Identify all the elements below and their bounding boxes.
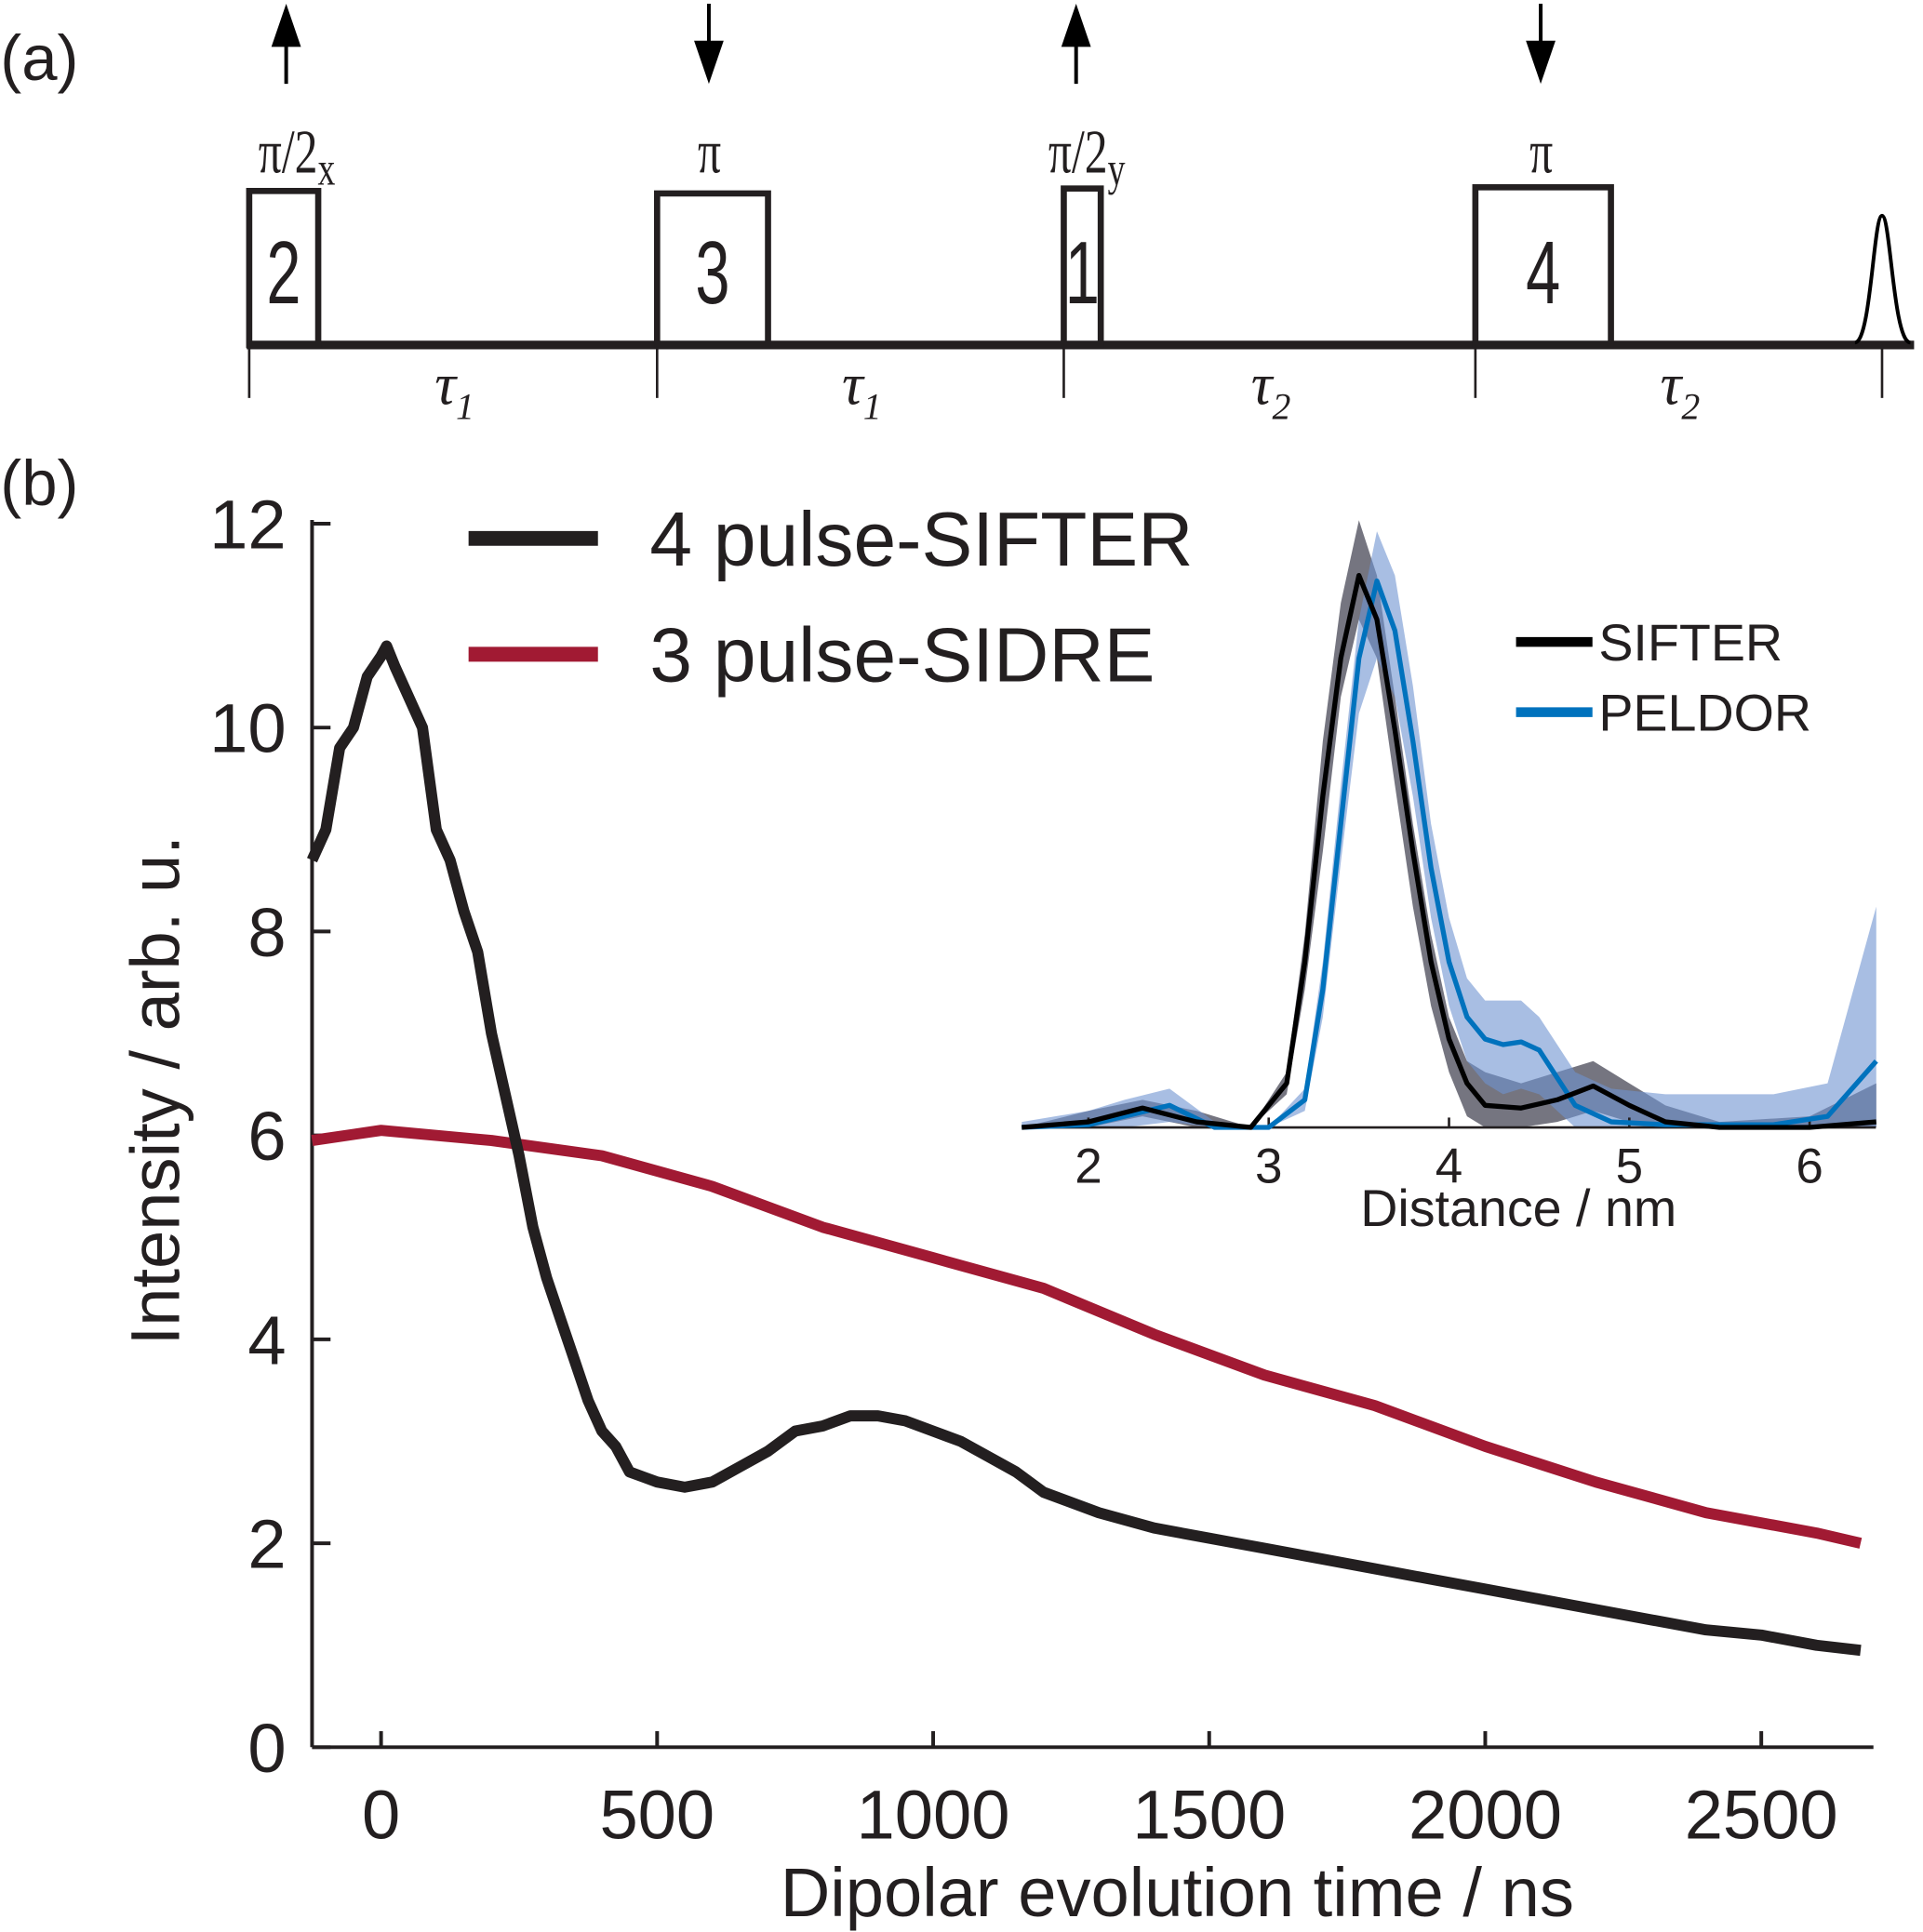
spin-down-arrow-icon (694, 40, 724, 85)
y-tick-label: 4 (247, 1301, 286, 1379)
main-chart: 0 500 1000 1500 2000 2500 0 2 4 6 8 10 12 Dipolar evo… (116, 486, 1874, 1931)
pulse-subscript: y (1108, 142, 1127, 195)
x-tick-label: 500 (599, 1776, 714, 1853)
y-tick-label: 12 (209, 486, 286, 563)
pulse-number: 3 (695, 223, 729, 323)
interval-subscript: 1 (863, 386, 882, 427)
pulse-subscript: x (318, 142, 336, 195)
interval-label: τ1 (434, 351, 474, 427)
echo-signal (1853, 213, 1912, 345)
pulse-box (246, 188, 322, 349)
spin-down-arrow-icon (1526, 40, 1556, 85)
inset-x-tick-label: 3 (1255, 1139, 1282, 1194)
interval-subscript: 2 (1273, 386, 1291, 427)
y-axis-label: Intensity / arb. u. (116, 835, 194, 1345)
x-tick-label: 1500 (1132, 1776, 1286, 1853)
series-line-sidre (311, 1125, 1863, 1549)
spin-up-arrow-icon (1061, 3, 1091, 47)
x-tick-label: 2000 (1409, 1776, 1562, 1853)
spin-up-arrow-icon (271, 3, 301, 47)
interval-subscript: 2 (1681, 386, 1700, 427)
inset-x-tick-label: 6 (1796, 1139, 1823, 1194)
pulse-number: 1 (1065, 223, 1100, 323)
inset-legend-label: PELDOR (1598, 684, 1811, 741)
interval-label: τ2 (1661, 351, 1701, 427)
y-tick-label: 10 (209, 690, 286, 767)
x-tick-label: 2500 (1685, 1776, 1838, 1853)
y-tick-label: 6 (247, 1098, 286, 1175)
inset-series-line-sifter (1022, 572, 1876, 1130)
inset-legend-label: SIFTER (1598, 614, 1783, 672)
series-line-sifter (306, 640, 1862, 1657)
x-tick-label: 1000 (857, 1776, 1010, 1853)
pulse-number: 4 (1526, 223, 1560, 323)
x-tick-label: 0 (362, 1776, 400, 1853)
pulse-label: π (698, 118, 721, 187)
panel-label-a: (a) (0, 22, 78, 94)
y-tick-label: 8 (247, 894, 286, 971)
inset-x-tick-label: 2 (1075, 1139, 1102, 1194)
interval-subscript: 1 (456, 386, 474, 427)
inset-x-axis-label: Distance / nm (1360, 1179, 1676, 1237)
interval-label: τ2 (1251, 351, 1291, 427)
pulse-label: π/2x (259, 118, 336, 195)
pulse-label: π (1529, 118, 1553, 187)
pulse-box (1472, 184, 1614, 349)
inset-x-tick-label: 4 (1436, 1139, 1462, 1194)
pulse-box (654, 190, 771, 349)
pulse-number: 2 (266, 223, 300, 323)
interval-label: τ1 (842, 351, 882, 427)
y-tick-label: 0 (247, 1710, 286, 1787)
y-tick-label: 2 (247, 1506, 286, 1583)
pulse-sequence-diagram: 2 π/2x 3 π 1 π/2y 4 π τ1 τ1 τ2 τ2 (246, 3, 1915, 427)
panel-label-b: (b) (0, 447, 78, 519)
pulse-label: π/2y (1048, 118, 1126, 195)
legend-label: 3 pulse-SIDRE (649, 614, 1155, 699)
x-axis-label: Dipolar evolution time / ns (781, 1854, 1574, 1931)
legend-label: 4 pulse-SIFTER (649, 498, 1193, 582)
inset-x-tick-label: 5 (1616, 1139, 1643, 1194)
inset-chart: 2 3 4 5 6 Distance / nm SIFTER PELDOR (1022, 520, 1878, 1237)
pulse-box (1061, 185, 1104, 349)
